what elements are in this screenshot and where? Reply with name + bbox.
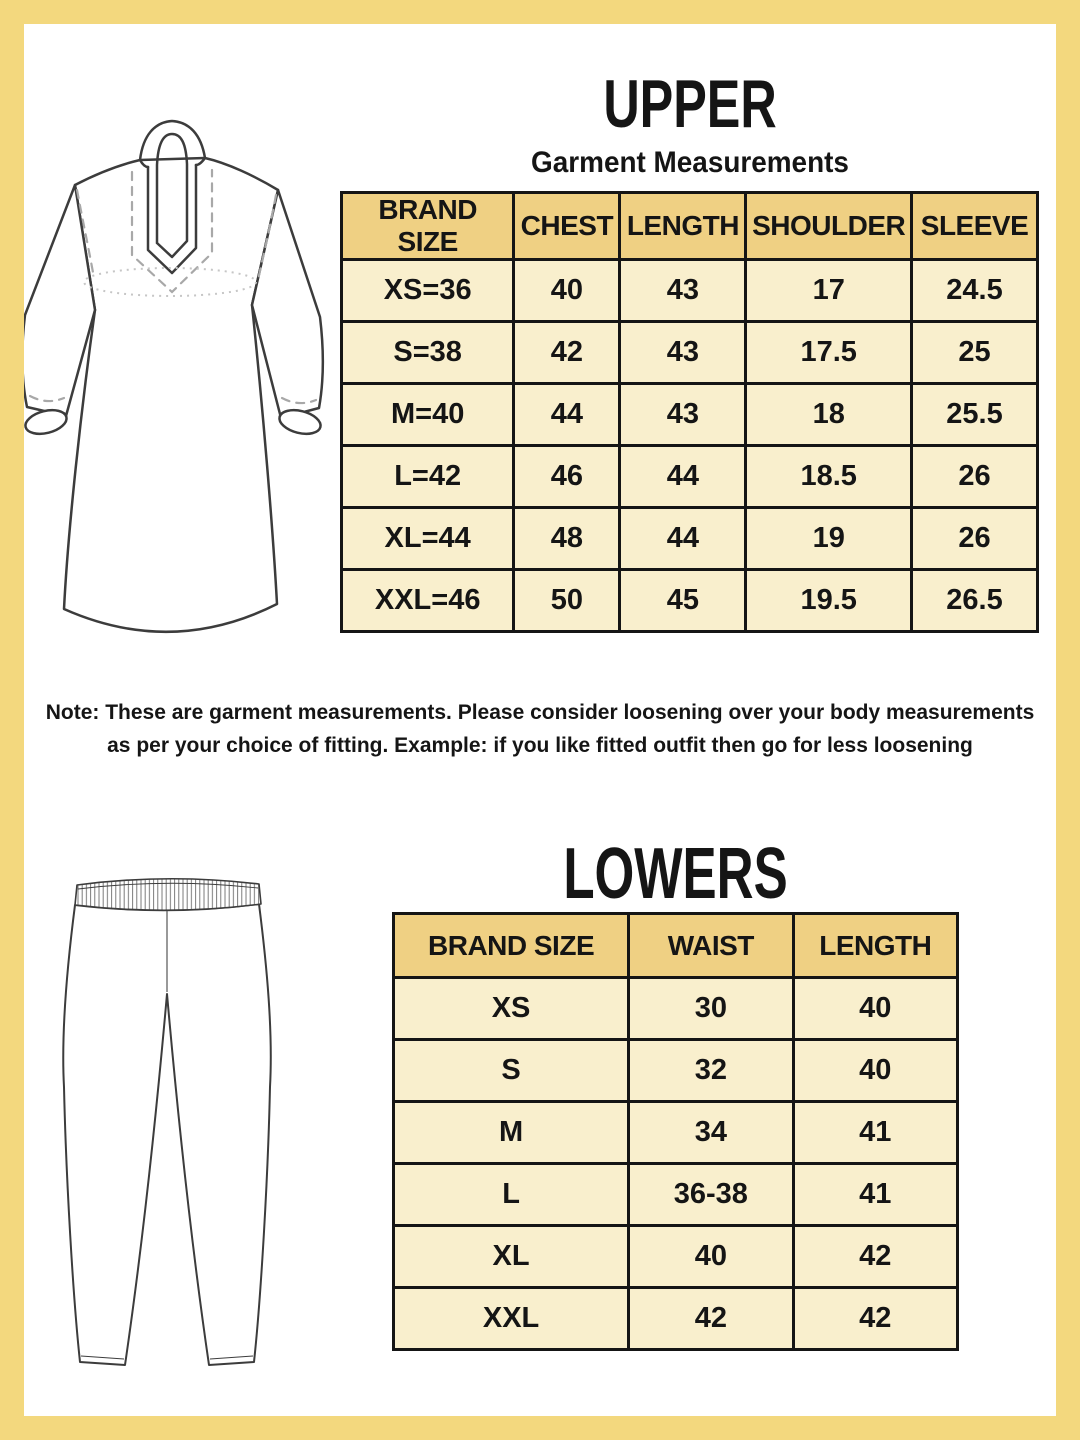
column-header: SLEEVE bbox=[910, 191, 1039, 261]
column-header: BRAND SIZE bbox=[339, 191, 516, 261]
table-cell: 40 bbox=[627, 1224, 795, 1289]
table-cell: L=42 bbox=[339, 444, 516, 509]
table-cell: 48 bbox=[512, 506, 622, 571]
table-cell: 17.5 bbox=[744, 320, 914, 385]
column-header: CHEST bbox=[512, 191, 622, 261]
table-header-row: BRAND SIZE WAIST LENGTH bbox=[391, 912, 960, 979]
table-cell: 44 bbox=[618, 444, 748, 509]
table-cell: 24.5 bbox=[910, 258, 1039, 323]
table-cell: 40 bbox=[791, 976, 960, 1041]
table-cell: XS bbox=[391, 976, 631, 1041]
table-cell: 25 bbox=[910, 320, 1039, 385]
column-header: LENGTH bbox=[791, 912, 960, 979]
table-cell: M bbox=[391, 1100, 631, 1165]
table-cell: 43 bbox=[618, 382, 748, 447]
table-cell: 40 bbox=[512, 258, 622, 323]
table-cell: 26 bbox=[910, 444, 1039, 509]
table-header-row: BRAND SIZE CHEST LENGTH SHOULDER SLEEVE bbox=[339, 191, 1039, 261]
table-cell: 32 bbox=[627, 1038, 795, 1103]
upper-section-subtitle: Garment Measurements bbox=[531, 146, 849, 179]
table-row: M=40 44 43 18 25.5 bbox=[339, 382, 1039, 447]
upper-section-title: UPPER bbox=[603, 66, 777, 142]
table-row: XXL 42 42 bbox=[391, 1286, 960, 1351]
table-row: XL 40 42 bbox=[391, 1224, 960, 1289]
table-cell: 19 bbox=[744, 506, 914, 571]
table-row: L=42 46 44 18.5 26 bbox=[339, 444, 1039, 509]
table-row: XXL=46 50 45 19.5 26.5 bbox=[339, 568, 1039, 633]
table-cell: 45 bbox=[618, 568, 748, 633]
table-cell: 25.5 bbox=[910, 382, 1039, 447]
table-row: S=38 42 43 17.5 25 bbox=[339, 320, 1039, 385]
table-row: M 34 41 bbox=[391, 1100, 960, 1165]
table-cell: 50 bbox=[512, 568, 622, 633]
table-cell: 46 bbox=[512, 444, 622, 509]
table-row: XS 30 40 bbox=[391, 976, 960, 1041]
table-cell: 42 bbox=[791, 1224, 960, 1289]
table-cell: 26.5 bbox=[910, 568, 1039, 633]
measurement-note: Note: These are garment measurements. Pl… bbox=[40, 697, 1040, 762]
table-row: S 32 40 bbox=[391, 1038, 960, 1103]
lowers-section-title: LOWERS bbox=[563, 834, 788, 914]
table-cell: 18.5 bbox=[744, 444, 914, 509]
table-cell: L bbox=[391, 1162, 631, 1227]
table-cell: 26 bbox=[910, 506, 1039, 571]
table-cell: 19.5 bbox=[744, 568, 914, 633]
column-header: SHOULDER bbox=[744, 191, 914, 261]
table-cell: 41 bbox=[791, 1100, 960, 1165]
table-cell: 44 bbox=[618, 506, 748, 571]
table-row: L 36-38 41 bbox=[391, 1162, 960, 1227]
table-cell: 36-38 bbox=[627, 1162, 795, 1227]
leggings-illustration bbox=[62, 877, 272, 1366]
column-header: WAIST bbox=[627, 912, 795, 979]
table-cell: S bbox=[391, 1038, 631, 1103]
table-cell: 43 bbox=[618, 320, 748, 385]
table-cell: 17 bbox=[744, 258, 914, 323]
table-cell: XS=36 bbox=[339, 258, 516, 323]
table-row: XS=36 40 43 17 24.5 bbox=[339, 258, 1039, 323]
note-line-1: Note: These are garment measurements. Pl… bbox=[45, 701, 1035, 724]
table-cell: 34 bbox=[627, 1100, 795, 1165]
table-cell: XXL=46 bbox=[339, 568, 516, 633]
table-row: XL=44 48 44 19 26 bbox=[339, 506, 1039, 571]
kurta-illustration bbox=[20, 119, 325, 633]
column-header: BRAND SIZE bbox=[391, 912, 631, 979]
table-cell: 30 bbox=[627, 976, 795, 1041]
table-cell: M=40 bbox=[339, 382, 516, 447]
table-cell: XL bbox=[391, 1224, 631, 1289]
table-cell: 41 bbox=[791, 1162, 960, 1227]
table-cell: S=38 bbox=[339, 320, 516, 385]
note-line-2: as per your choice of fitting. Example: … bbox=[107, 733, 973, 757]
table-cell: 18 bbox=[744, 382, 914, 447]
upper-size-table: BRAND SIZE CHEST LENGTH SHOULDER SLEEVE XS=36… bbox=[339, 191, 1039, 633]
table-cell: 42 bbox=[512, 320, 622, 385]
lowers-size-table: BRAND SIZE WAIST LENGTH XS 30 40 S 32 40 M 34 41 L 36… bbox=[391, 912, 960, 1351]
table-cell: 42 bbox=[627, 1286, 795, 1351]
table-cell: 40 bbox=[791, 1038, 960, 1103]
table-cell: 42 bbox=[791, 1286, 960, 1351]
table-cell: XL=44 bbox=[339, 506, 516, 571]
column-header: LENGTH bbox=[618, 191, 748, 261]
table-cell: 44 bbox=[512, 382, 622, 447]
table-cell: XXL bbox=[391, 1286, 631, 1351]
table-cell: 43 bbox=[618, 258, 748, 323]
